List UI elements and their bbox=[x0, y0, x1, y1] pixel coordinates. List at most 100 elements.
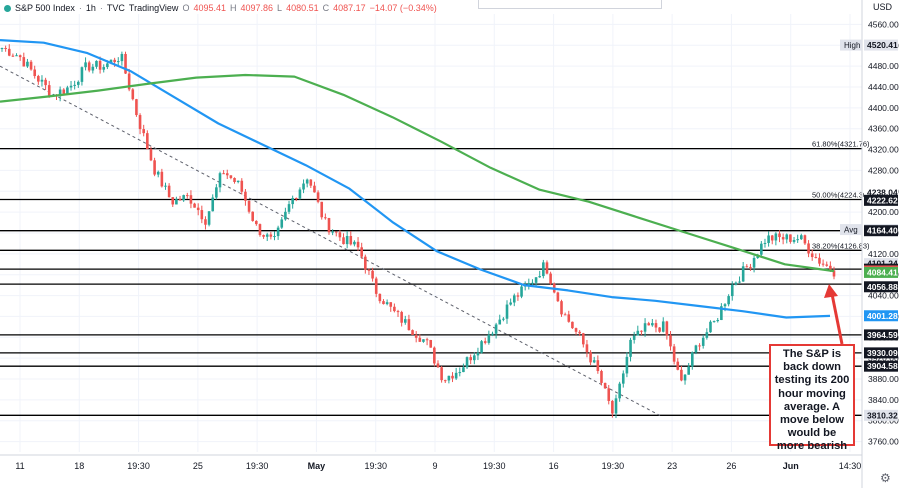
candle-body bbox=[629, 339, 632, 357]
x-tick-label: 11 bbox=[15, 461, 24, 471]
trendline bbox=[0, 65, 661, 416]
candle-body bbox=[222, 173, 225, 175]
candle-body bbox=[284, 211, 287, 220]
close-label: C bbox=[322, 3, 330, 13]
y-tick-label: 4440.00 bbox=[868, 82, 899, 92]
y-tick-label: 4320.00 bbox=[868, 145, 899, 155]
chart-legend: S&P 500 Index · 1h · TVC TradingView O 40… bbox=[4, 3, 437, 13]
candle-body bbox=[796, 239, 799, 241]
x-tick-label: 25 bbox=[193, 461, 203, 471]
x-tick-label: 23 bbox=[667, 461, 677, 471]
candle-body bbox=[832, 270, 836, 277]
candle-body bbox=[291, 198, 294, 205]
candle-body bbox=[454, 372, 458, 379]
candle-body bbox=[15, 55, 18, 57]
y-tick-label: 3880.00 bbox=[868, 374, 899, 384]
candle-body bbox=[451, 375, 454, 379]
price-tag: 4164.40 bbox=[867, 226, 898, 236]
candle-body bbox=[560, 301, 563, 315]
candle-body bbox=[193, 203, 196, 208]
fib-level-label: 38.20%(4126.83) bbox=[812, 241, 870, 250]
horizontal-levels: 61.80%(4321.76) 50.00%(4224.30) 38.20%(412… bbox=[0, 140, 870, 416]
annotation-arrow bbox=[824, 284, 844, 345]
candle-body bbox=[491, 333, 494, 335]
candle-body bbox=[730, 284, 734, 297]
low-label: L bbox=[277, 3, 283, 13]
candle-body bbox=[113, 59, 116, 63]
candle-body bbox=[763, 242, 767, 244]
candle-body bbox=[269, 234, 273, 237]
candle-body bbox=[498, 319, 502, 325]
candle-body bbox=[280, 219, 284, 228]
price-tag-bg bbox=[864, 281, 898, 293]
candle-body bbox=[175, 199, 178, 205]
candle-body bbox=[309, 179, 313, 186]
trendline bbox=[0, 65, 661, 416]
symbol-name[interactable]: S&P 500 Index bbox=[15, 3, 75, 13]
candle-body bbox=[443, 380, 447, 382]
candle-body bbox=[807, 243, 810, 254]
candle-body bbox=[287, 204, 291, 212]
price-tag-bg bbox=[864, 186, 898, 198]
candle-body bbox=[109, 59, 113, 64]
candle-body bbox=[403, 319, 407, 323]
candle-body bbox=[810, 253, 814, 258]
candle-body bbox=[167, 185, 171, 198]
price-tag: 4084.41 bbox=[867, 267, 898, 277]
candle-body bbox=[727, 296, 730, 305]
price-tag: 3964.59 bbox=[867, 330, 898, 340]
price-tag: 3904.58 bbox=[867, 361, 898, 371]
candle-body bbox=[429, 339, 433, 348]
x-tick-label: 18 bbox=[74, 461, 84, 471]
price-tag-bg bbox=[864, 39, 898, 51]
candle-body bbox=[483, 341, 487, 343]
candle-body bbox=[632, 335, 636, 340]
candle-body bbox=[436, 363, 440, 368]
candle-body bbox=[298, 189, 302, 199]
candle-body bbox=[135, 99, 138, 116]
candle-body bbox=[651, 323, 654, 326]
price-tag-bg bbox=[864, 347, 898, 359]
price-tag: 4520.41 bbox=[867, 40, 898, 50]
candle-body bbox=[327, 218, 331, 233]
candle-body bbox=[276, 227, 280, 237]
candle-body bbox=[26, 61, 29, 67]
arrow-shaft bbox=[830, 293, 844, 345]
y-tick-label: 4040.00 bbox=[868, 291, 899, 301]
interval[interactable]: 1h bbox=[85, 3, 96, 13]
candle-body bbox=[324, 217, 327, 219]
currency-label[interactable]: USD bbox=[872, 2, 892, 12]
candle-body bbox=[654, 323, 658, 328]
candle-body bbox=[723, 304, 727, 307]
x-tick-label: 19:30 bbox=[364, 461, 387, 471]
candle-body bbox=[534, 277, 538, 283]
candle-body bbox=[658, 327, 661, 332]
candle-body bbox=[734, 282, 738, 285]
candle-body bbox=[138, 115, 142, 130]
grid bbox=[0, 14, 862, 452]
candle-body bbox=[160, 171, 164, 187]
candle-body bbox=[741, 266, 745, 282]
candle-body bbox=[40, 79, 44, 82]
candle-body bbox=[91, 66, 95, 71]
gear-icon[interactable]: ⚙ bbox=[880, 471, 891, 485]
candle-body bbox=[95, 60, 98, 67]
high-value: 4097.86 bbox=[240, 3, 274, 13]
candle-body bbox=[672, 346, 676, 362]
candle-body bbox=[393, 306, 396, 312]
candle-body bbox=[542, 262, 545, 277]
candle-body bbox=[781, 237, 785, 240]
candle-body bbox=[106, 63, 109, 68]
candle-body bbox=[385, 302, 389, 305]
y-tick-label: 4560.00 bbox=[868, 19, 899, 29]
candle-body bbox=[7, 48, 11, 56]
candle-body bbox=[334, 231, 338, 233]
price-tag: 4056.88 bbox=[867, 282, 898, 292]
candle-body bbox=[738, 281, 741, 283]
candle-body bbox=[683, 374, 687, 381]
candle-body bbox=[825, 264, 829, 266]
candle-body bbox=[643, 323, 647, 332]
candle-body bbox=[258, 224, 262, 236]
candle-body bbox=[752, 257, 756, 268]
